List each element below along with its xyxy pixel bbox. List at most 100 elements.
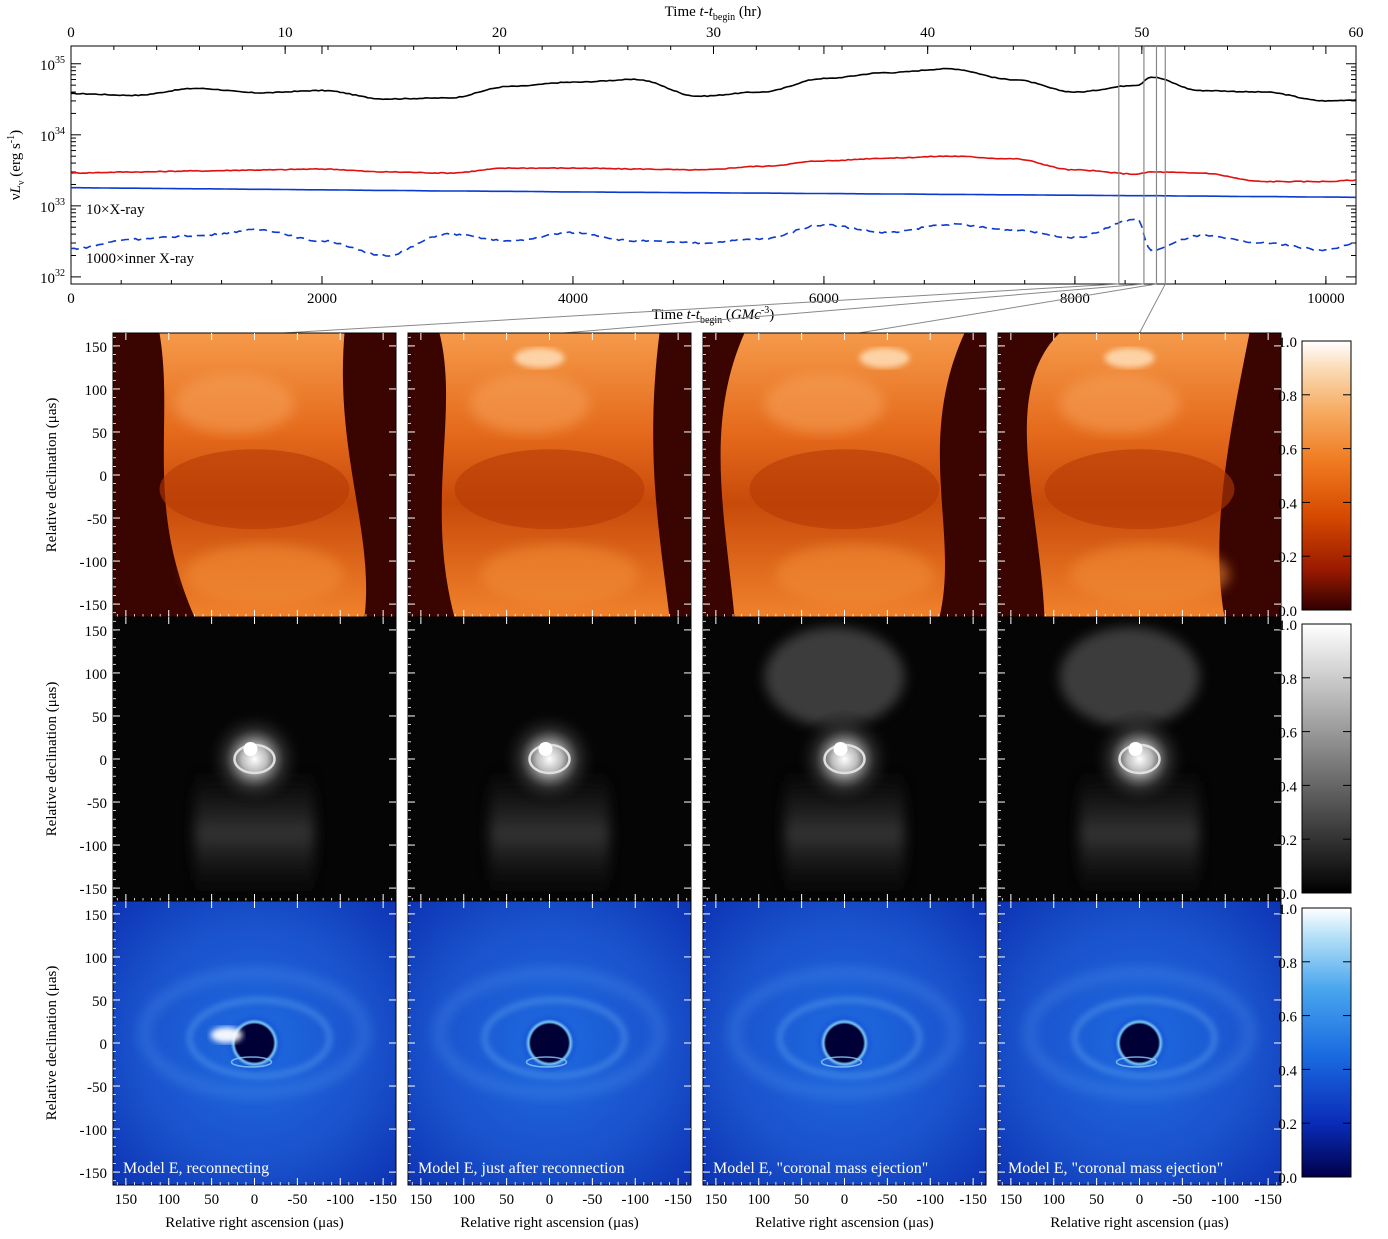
zoom-connector-line xyxy=(282,283,1119,334)
panel-image xyxy=(113,617,396,901)
panel-y-tick-label: -150 xyxy=(80,882,108,898)
image-panel-r3-c2: Model E, just after reconnection xyxy=(407,900,692,1186)
disk-arc-inner xyxy=(481,997,628,1079)
top-tick-label: 0 xyxy=(67,25,75,41)
disk-arc-outer xyxy=(139,968,370,1098)
core-glow xyxy=(794,709,895,809)
top-tick-label: 30 xyxy=(706,25,721,41)
y-axis-title: νLν (erg s-1) xyxy=(6,130,27,200)
image-panel-r3-c1: Model E, reconnecting xyxy=(112,900,397,1186)
panel-y-tick-label: -100 xyxy=(80,1123,108,1139)
event-markers xyxy=(1118,46,1166,284)
panel-y-axis-title: Relative declination (μas) xyxy=(44,398,60,553)
panel-y-tick-label: -50 xyxy=(87,796,107,812)
black-hole-shadow xyxy=(1120,1024,1159,1062)
image-panel-r2-c3 xyxy=(702,616,987,902)
black-hole-shadow xyxy=(825,1024,864,1062)
panel-y-axis-title: Relative declination (μas) xyxy=(44,966,60,1121)
inner-xray-annotation: 1000×inner X-ray xyxy=(86,251,195,267)
panel-y-tick-label: -100 xyxy=(80,839,108,855)
panel-x-tick-label: 150 xyxy=(115,1192,138,1208)
row-labels: Relative declination (μas) 150 100 50 0 -50 -1… xyxy=(44,340,107,1182)
bright-spot xyxy=(859,348,910,368)
y-tick-label: 1035 xyxy=(40,55,65,74)
panel-x-tick-label: -50 xyxy=(582,1192,602,1208)
panel-y-tick-label: -100 xyxy=(80,555,108,571)
panel-x-tick-label: -50 xyxy=(1172,1192,1192,1208)
panel-x-axis-title: Relative right ascension (μas) xyxy=(460,1215,638,1231)
black-hole-shadow xyxy=(235,1024,274,1062)
panel-x-axis-title: Relative right ascension (μas) xyxy=(755,1215,933,1231)
panel-y-tick-label: 0 xyxy=(100,1037,108,1053)
panel-x-tick-label: -100 xyxy=(1212,1192,1240,1208)
hot-spot xyxy=(833,742,848,756)
y-tick-label: 1033 xyxy=(40,197,65,216)
row-axis-3: Relative declination (μas) 150 100 50 0 -50 -1… xyxy=(44,908,107,1182)
panel-y-tick-label: 100 xyxy=(85,951,108,967)
series-line-ir xyxy=(70,155,1357,183)
panel-y-tick-label: 150 xyxy=(85,908,108,924)
panel-y-tick-label: 0 xyxy=(100,753,108,769)
panel-x-tick-label: 50 xyxy=(204,1192,219,1208)
series-line-1000-inner-x-ray xyxy=(70,218,1356,257)
colorbar-tick-label: 0.4 xyxy=(1278,779,1297,795)
panel-y-tick-label: 50 xyxy=(92,994,107,1010)
panel-x-tick-label: 100 xyxy=(1042,1192,1065,1208)
series-line-mm xyxy=(71,67,1357,103)
panel-x-tick-label: 100 xyxy=(747,1192,770,1208)
series-line-10-x-ray xyxy=(71,186,1356,199)
colorbar-hot-orange: 1.0 0.8 0.6 0.4 0.2 0.0 xyxy=(1278,335,1352,620)
colorbar-tick-label: 0.2 xyxy=(1278,1117,1297,1133)
panel-x-tick-label: 50 xyxy=(499,1192,514,1208)
image-panel-r1-c4 xyxy=(997,332,1282,618)
panel-y-axis-title: Relative declination (μas) xyxy=(44,682,60,837)
colorbar-tick-label: 0.6 xyxy=(1278,443,1297,459)
column-axis-1: 150 100 50 0 -50 -100 -150 Relative right ascen… xyxy=(115,1192,397,1231)
xray-annotation: 10×X-ray xyxy=(86,202,145,218)
image-panels: Model E, reconnecting Model E, just after… xyxy=(112,332,1282,1186)
jet-waist xyxy=(159,449,350,530)
colorbars: 1.00.80.60.40.20.01.00.80.60.40.20.01.00… xyxy=(1278,335,1352,1187)
panel-image xyxy=(998,901,1281,1185)
panel-y-tick-label: 50 xyxy=(92,710,107,726)
panel-y-tick-label: 150 xyxy=(85,624,108,640)
image-panel-r2-c2 xyxy=(407,616,692,902)
top-tick-label: 40 xyxy=(920,25,935,41)
colorbar-tick-label: 0.0 xyxy=(1278,604,1297,620)
panel-x-tick-label: -150 xyxy=(369,1192,397,1208)
colorbar-gradient xyxy=(1301,623,1352,894)
bottom-tick-label: 4000 xyxy=(558,291,588,307)
bottom-tick-label: 10000 xyxy=(1307,291,1345,307)
hot-spot xyxy=(1128,742,1143,756)
y-axis-ticks: 1032 1033 1034 1035 xyxy=(40,55,1356,287)
core-glow xyxy=(1089,709,1190,809)
panel-x-tick-label: -50 xyxy=(877,1192,897,1208)
panel-x-tick-label: 0 xyxy=(251,1192,259,1208)
panel-y-tick-label: 50 xyxy=(92,426,107,442)
panel-image xyxy=(113,901,396,1185)
panel-x-tick-label: 0 xyxy=(1136,1192,1144,1208)
panel-x-tick-label: 0 xyxy=(841,1192,849,1208)
colorbar-tick-label: 0.0 xyxy=(1278,1171,1297,1187)
jet-waist xyxy=(454,449,645,530)
image-panel-r3-c3: Model E, "coronal mass ejection" xyxy=(702,900,987,1186)
colorbar-tick-label: 0.0 xyxy=(1278,887,1297,903)
jet-lower-highlight xyxy=(184,544,345,605)
panel-x-tick-label: 50 xyxy=(794,1192,809,1208)
panel-y-tick-label: -50 xyxy=(87,1080,107,1096)
bottom-tick-label: 2000 xyxy=(307,291,337,307)
row-axis-2: Relative declination (μas) 150 100 50 0 -50 -1… xyxy=(44,624,107,898)
panel-x-tick-label: -100 xyxy=(327,1192,355,1208)
flare-spot xyxy=(210,1027,243,1043)
panel-y-tick-label: 150 xyxy=(85,340,108,356)
panel-caption: Model E, reconnecting xyxy=(123,1160,269,1177)
light-curve-series xyxy=(70,67,1357,257)
jet-waist xyxy=(1044,449,1235,530)
panel-y-tick-label: 100 xyxy=(85,667,108,683)
panel-x-tick-label: -100 xyxy=(622,1192,650,1208)
column-axis-2: 150 100 50 0 -50 -100 -150 Relative right ascen… xyxy=(410,1192,692,1231)
colorbar-tick-label: 1.0 xyxy=(1278,902,1297,918)
disk-arc-outer xyxy=(1024,968,1255,1098)
panel-caption: Model E, "coronal mass ejection" xyxy=(1008,1160,1223,1177)
jet-highlight xyxy=(174,374,295,434)
